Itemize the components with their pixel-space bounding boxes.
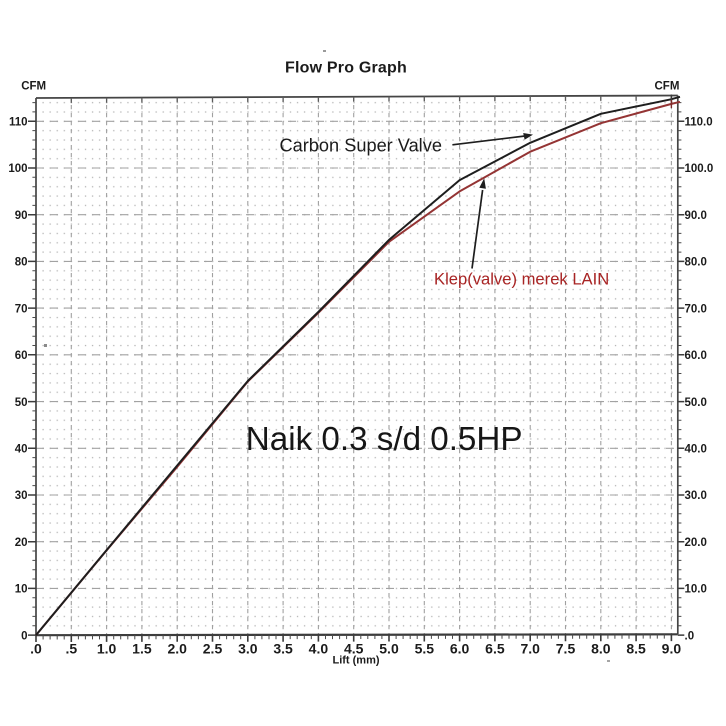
svg-text:20: 20 [15, 537, 28, 549]
svg-text:5.5: 5.5 [415, 641, 435, 657]
svg-text:.0: .0 [685, 630, 695, 642]
svg-text:90.0: 90.0 [685, 210, 707, 222]
svg-text:80.0: 80.0 [685, 257, 707, 269]
svg-text:2.5: 2.5 [203, 641, 223, 657]
svg-text:Klep(valve) merek LAIN: Klep(valve) merek LAIN [434, 270, 609, 289]
svg-text:40.0: 40.0 [685, 444, 707, 456]
svg-text:8.0: 8.0 [591, 641, 611, 657]
svg-text:4.5: 4.5 [344, 641, 364, 657]
svg-text:20.0: 20.0 [685, 537, 707, 549]
svg-text:30.0: 30.0 [685, 490, 707, 502]
svg-text:4.0: 4.0 [309, 641, 329, 657]
svg-text:70: 70 [15, 303, 28, 315]
svg-text:10: 10 [15, 584, 28, 596]
svg-text:110: 110 [9, 117, 28, 129]
svg-text:30: 30 [15, 490, 28, 502]
svg-text:5.0: 5.0 [379, 641, 399, 657]
svg-text:Naik 0.3 s/d 0.5HP: Naik 0.3 s/d 0.5HP [246, 421, 523, 458]
svg-text:100: 100 [8, 163, 27, 175]
svg-text:40: 40 [15, 444, 28, 456]
svg-text:Carbon Super Valve: Carbon Super Valve [280, 136, 442, 156]
svg-text:0: 0 [21, 630, 27, 642]
svg-text:90: 90 [15, 210, 28, 222]
svg-text:50.0: 50.0 [685, 397, 707, 409]
svg-text:.5: .5 [65, 641, 77, 657]
svg-text:7.0: 7.0 [520, 641, 540, 657]
svg-text:7.5: 7.5 [556, 641, 576, 657]
svg-text:6.5: 6.5 [485, 641, 505, 657]
svg-text:10.0: 10.0 [685, 584, 707, 596]
svg-text:60: 60 [15, 350, 28, 362]
svg-text:60.0: 60.0 [685, 350, 707, 362]
svg-text:3.5: 3.5 [273, 641, 293, 657]
svg-text:6.0: 6.0 [450, 641, 470, 657]
svg-text:2.0: 2.0 [167, 641, 187, 657]
svg-text:110.0: 110.0 [685, 117, 713, 129]
svg-text:100.0: 100.0 [685, 163, 714, 175]
svg-text:80: 80 [15, 257, 28, 269]
svg-text:Flow Pro Graph: Flow Pro Graph [285, 60, 407, 77]
svg-text:1.5: 1.5 [132, 641, 152, 657]
svg-text:8.5: 8.5 [626, 641, 646, 657]
svg-text:.0: .0 [30, 641, 42, 657]
svg-text:3.0: 3.0 [238, 641, 258, 657]
svg-text:1.0: 1.0 [97, 641, 117, 657]
svg-text:70.0: 70.0 [685, 303, 707, 315]
svg-text:Lift (mm): Lift (mm) [332, 655, 379, 667]
svg-text:9.0: 9.0 [662, 641, 682, 657]
svg-text:50: 50 [15, 397, 28, 409]
svg-text:CFM: CFM [21, 80, 46, 92]
svg-text:CFM: CFM [655, 80, 680, 92]
